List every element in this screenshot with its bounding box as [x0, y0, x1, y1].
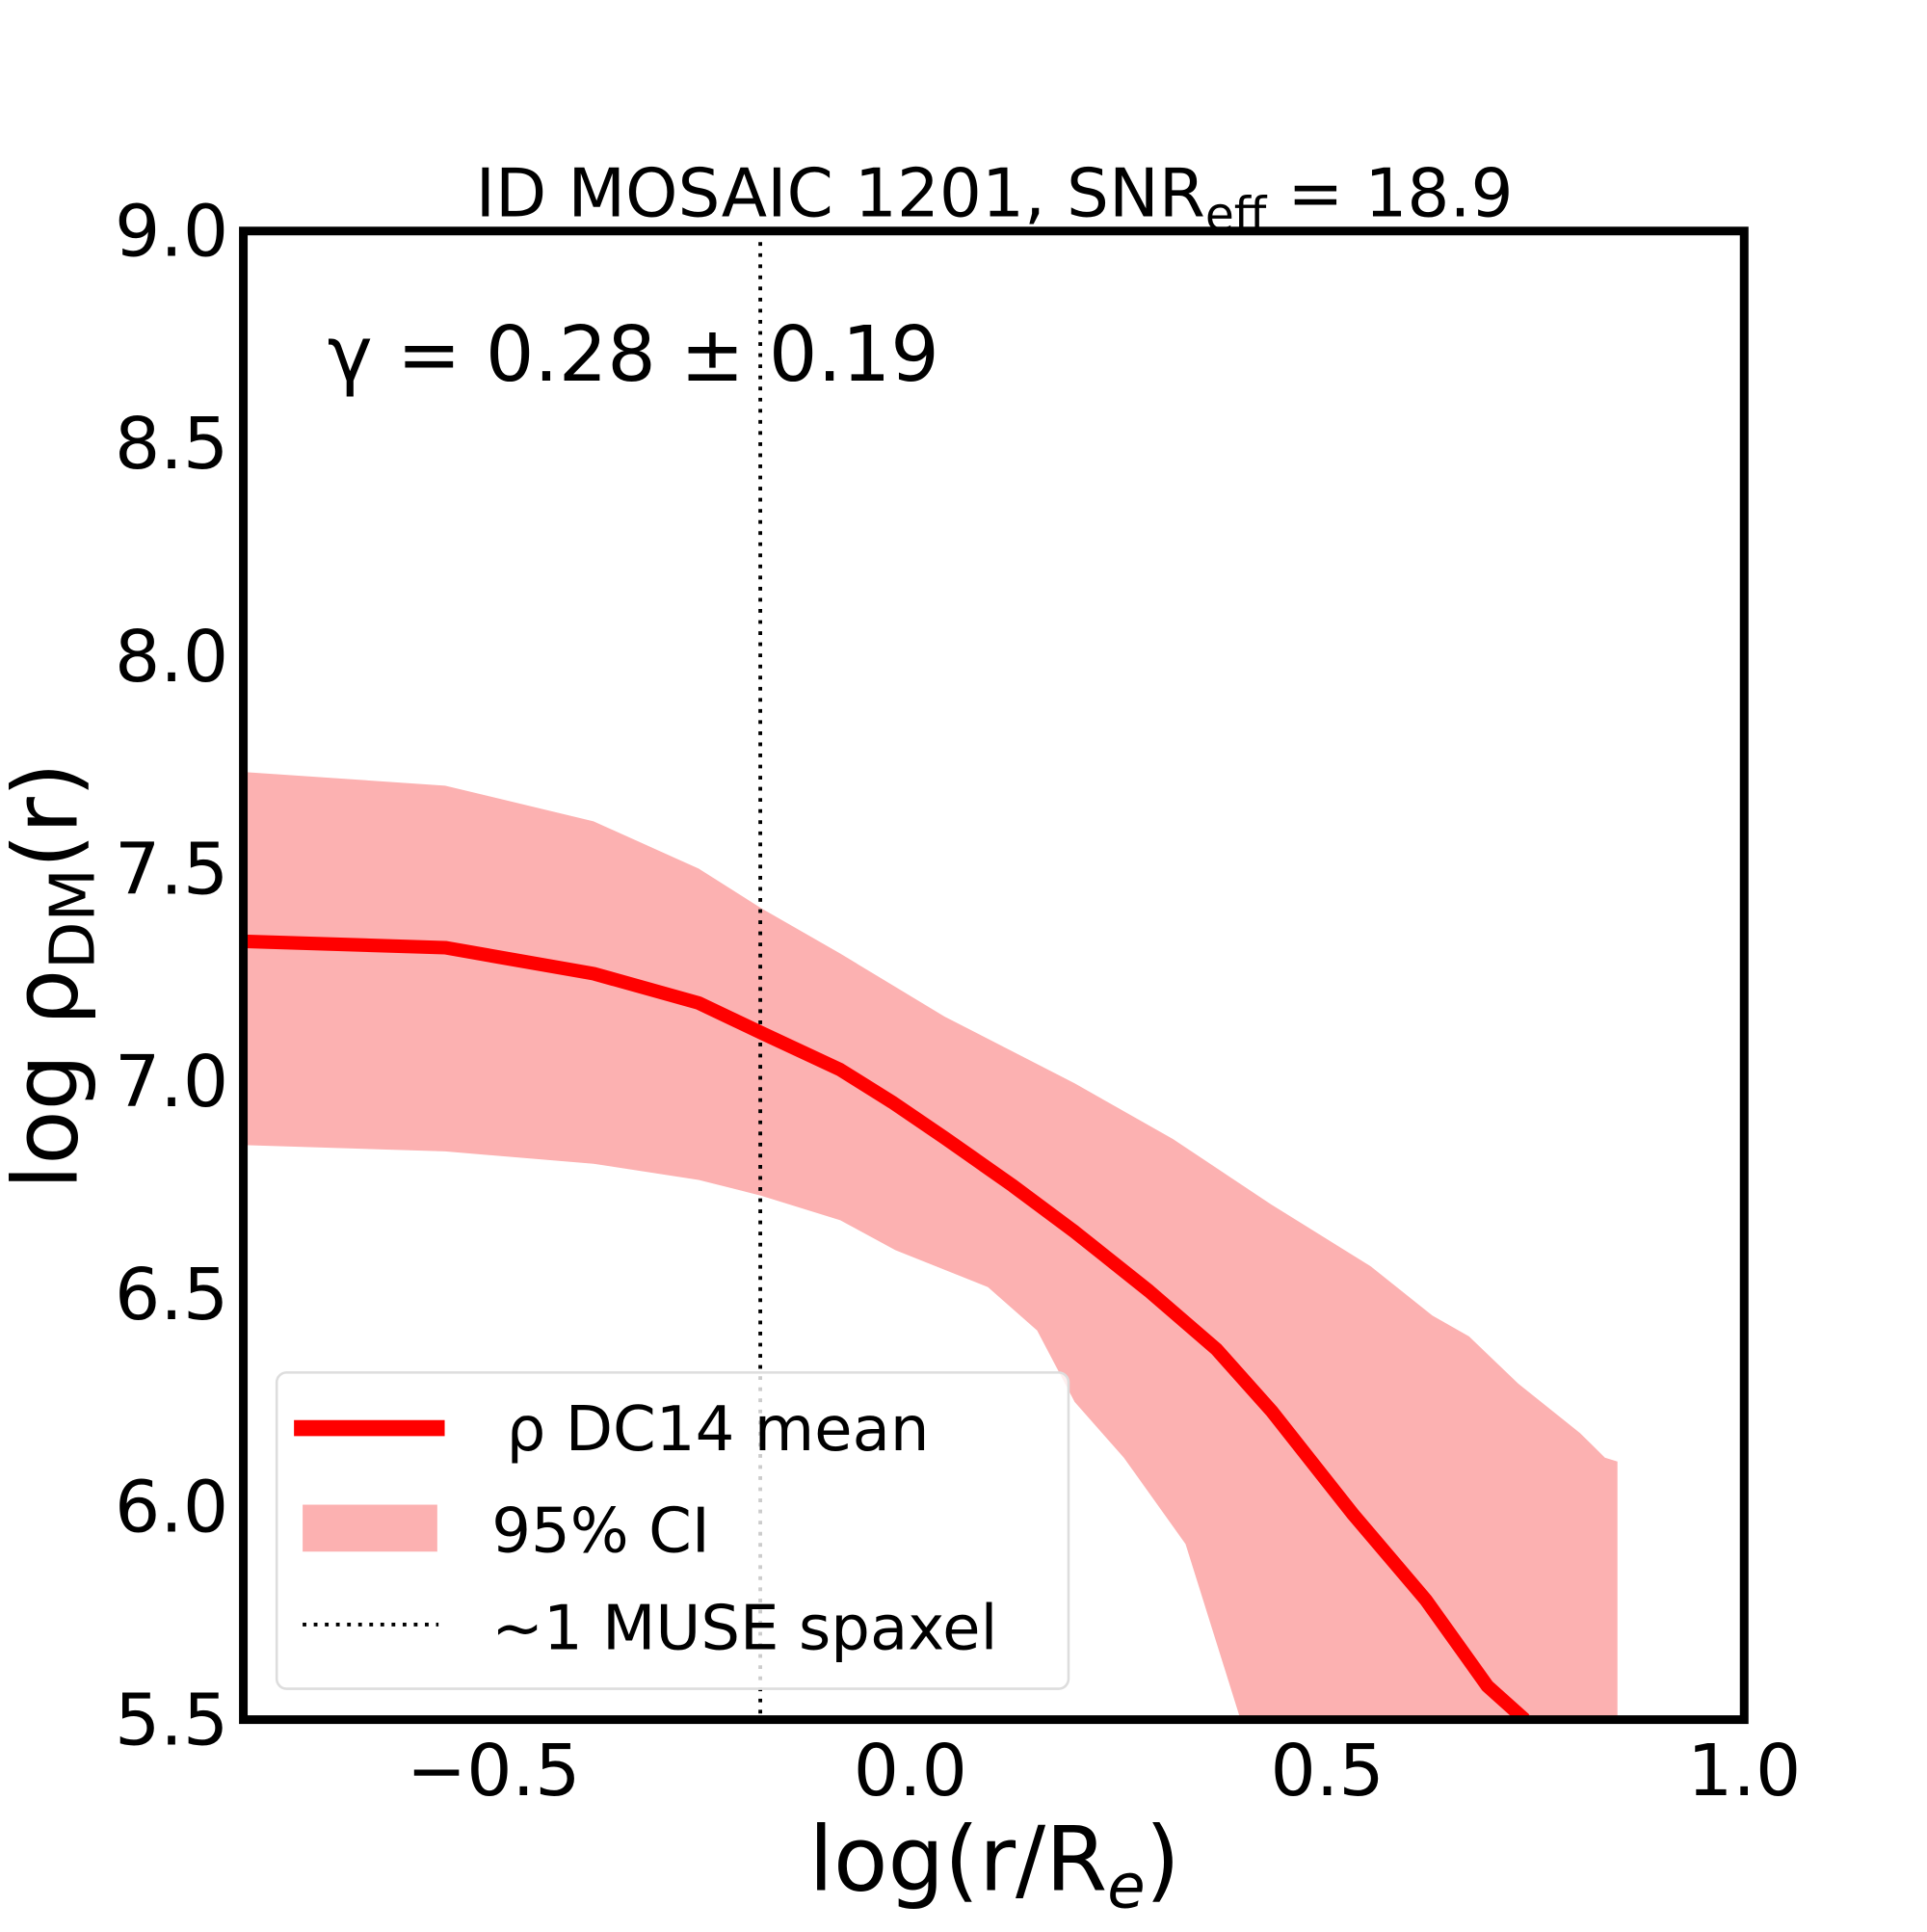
legend-mean-label: ρ DC14 mean	[507, 1394, 930, 1466]
x-tick-label: 1.0	[1687, 1729, 1801, 1813]
y-axis-label: log ρDM(r)	[0, 762, 109, 1189]
legend-box	[275, 1371, 1070, 1690]
mean-line	[243, 934, 1530, 1720]
legend-band-swatch	[303, 1504, 437, 1552]
gamma-annotation: γ = 0.28 ± 0.19	[328, 309, 939, 399]
x-tick-label: −0.5	[407, 1729, 581, 1813]
y-tick-label: 7.0	[115, 1040, 228, 1124]
legend-band-label: 95% CI	[491, 1495, 710, 1567]
y-tick-label: 5.5	[115, 1678, 228, 1761]
y-tick-label: 6.0	[115, 1466, 228, 1549]
x-tick-label: 0.0	[854, 1729, 967, 1813]
y-tick-label: 7.5	[115, 827, 228, 911]
y-tick-label: 6.5	[115, 1253, 228, 1337]
y-tick-label: 9.0	[115, 189, 228, 273]
legend: ρ DC14 mean 95% CI ~1 MUSE spaxel	[275, 1371, 1070, 1690]
ci-band	[243, 772, 1618, 1720]
x-tick-label: 0.5	[1270, 1729, 1384, 1813]
axes-frame	[239, 226, 1749, 1725]
y-tick-label: 8.0	[115, 615, 228, 699]
y-tick-label: 8.5	[115, 402, 228, 486]
chart-title: ID MOSAIC 1201, SNReff = 18.9	[476, 155, 1514, 242]
legend-vline-label: ~1 MUSE spaxel	[491, 1594, 997, 1665]
x-axis-label: log(r/Re)	[808, 1808, 1179, 1923]
